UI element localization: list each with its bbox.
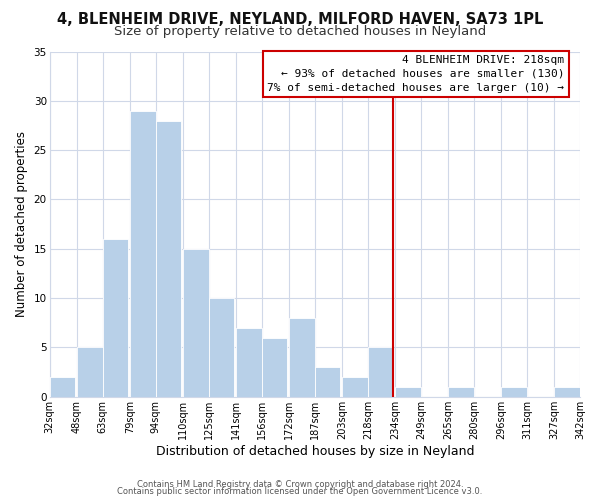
Text: 4, BLENHEIM DRIVE, NEYLAND, MILFORD HAVEN, SA73 1PL: 4, BLENHEIM DRIVE, NEYLAND, MILFORD HAVE… xyxy=(57,12,543,28)
Bar xyxy=(155,120,181,397)
Text: Contains HM Land Registry data © Crown copyright and database right 2024.: Contains HM Land Registry data © Crown c… xyxy=(137,480,463,489)
Bar xyxy=(209,298,235,397)
Text: Contains public sector information licensed under the Open Government Licence v3: Contains public sector information licen… xyxy=(118,487,482,496)
Bar xyxy=(395,387,421,397)
Bar xyxy=(368,348,394,397)
Bar xyxy=(130,110,155,397)
Bar xyxy=(183,249,209,397)
Bar xyxy=(289,318,315,397)
Text: Size of property relative to detached houses in Neyland: Size of property relative to detached ho… xyxy=(114,25,486,38)
X-axis label: Distribution of detached houses by size in Neyland: Distribution of detached houses by size … xyxy=(155,444,474,458)
Bar xyxy=(77,348,103,397)
Bar xyxy=(501,387,527,397)
Text: 4 BLENHEIM DRIVE: 218sqm
← 93% of detached houses are smaller (130)
7% of semi-d: 4 BLENHEIM DRIVE: 218sqm ← 93% of detach… xyxy=(267,55,564,93)
Bar xyxy=(448,387,474,397)
Bar xyxy=(103,239,128,397)
Bar xyxy=(554,387,580,397)
Bar xyxy=(50,377,75,397)
Bar xyxy=(342,377,368,397)
Bar xyxy=(236,328,262,397)
Bar xyxy=(315,367,340,397)
Bar xyxy=(262,338,287,397)
Y-axis label: Number of detached properties: Number of detached properties xyxy=(15,131,28,317)
